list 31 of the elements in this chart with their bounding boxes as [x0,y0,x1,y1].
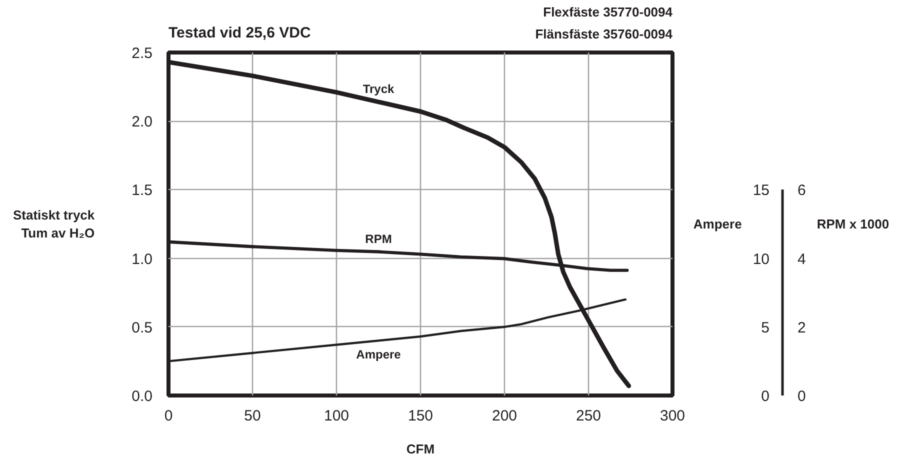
y3-axis-title: RPM x 1000 [816,216,890,232]
x-tick-label: 200 [492,408,518,424]
y3-tick-label: 6 [798,182,806,200]
y3-tick-label: 0 [798,388,806,405]
y-tick-label: 1.0 [132,250,153,268]
series-label: RPM [365,232,392,246]
series-label: Ampere [356,348,402,362]
y2-tick-label: 0 [761,388,770,405]
y2-axis-title: Ampere [693,216,742,232]
y2-tick-label: 5 [761,319,770,336]
text: Flexfäste 35770-0094 [543,4,674,20]
y-tick-label: 0.5 [132,319,153,336]
x-tick-label: 300 [660,408,686,424]
x-tick-label: 0 [164,408,173,424]
x-tick-label: 250 [576,408,602,424]
x-tick-label: 150 [408,408,434,424]
y2-tick-label: 10 [752,250,770,268]
y-tick-label: 0.0 [132,388,153,405]
text: Flänsfäste 35760-0094 [535,26,674,42]
y3-tick-label: 4 [798,250,806,268]
y-tick-label: 2.0 [132,114,153,131]
series-label: Tryck [362,82,395,96]
x-tick-label: 100 [324,408,350,424]
y-axis-title: Statiskt tryck Tum av H₂O [13,208,96,240]
y-tick-label: 2.5 [132,45,153,62]
y-tick-label: 1.5 [132,182,153,200]
x-axis-title: CFM [406,442,435,456]
y2-tick-label: 15 [752,182,770,200]
chart-title: Testad vid 25,6 VDC [168,24,311,42]
x-tick-label: 50 [244,408,261,424]
y3-tick-label: 2 [798,319,806,336]
